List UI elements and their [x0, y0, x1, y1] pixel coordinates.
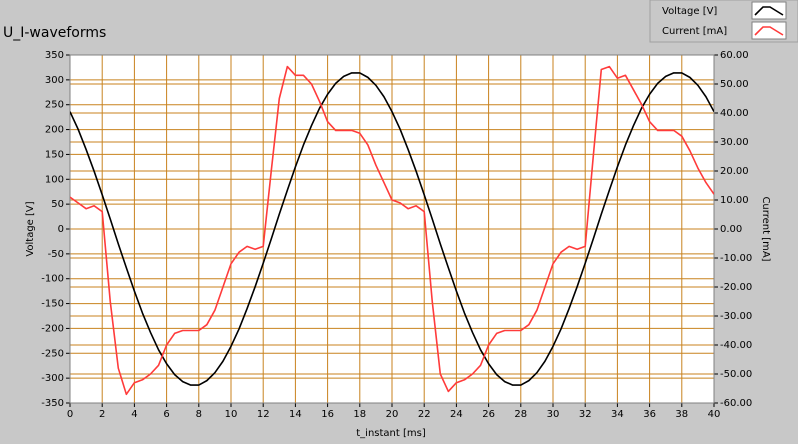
x-tick-label: 26 — [482, 409, 495, 420]
y-tick-label: 100 — [45, 174, 64, 185]
series-line — [70, 65, 714, 396]
y2-tick-label: -10.00 — [720, 253, 752, 264]
y-tick-label: 50 — [51, 199, 64, 210]
x-tick-label: 20 — [386, 409, 399, 420]
y2-tick-label: -30.00 — [720, 311, 752, 322]
legend-swatch — [754, 26, 784, 36]
y-tick-label: 150 — [45, 149, 64, 160]
legend-swatch-box — [751, 21, 787, 40]
y-tick-label: 200 — [45, 125, 64, 136]
y2-tick-label: 20.00 — [720, 166, 749, 177]
x-tick-label: 2 — [99, 409, 105, 420]
x-tick-label: 10 — [225, 409, 238, 420]
y2-axis-label: Current [mA] — [760, 196, 771, 261]
legend-label: Voltage [V] — [662, 6, 717, 17]
x-tick-label: 36 — [643, 409, 656, 420]
plot-frame — [69, 54, 715, 404]
y-tick-label: 0 — [58, 224, 64, 235]
series-line — [70, 72, 714, 386]
y-tick-label: -350 — [41, 398, 64, 409]
x-tick-label: 14 — [289, 409, 302, 420]
x-tick-label: 8 — [196, 409, 202, 420]
y2-tick-label: 30.00 — [720, 137, 749, 148]
y2-tick-label: -60.00 — [720, 398, 752, 409]
y2-tick-label: -50.00 — [720, 369, 752, 380]
chart-title: U_I-waveforms — [3, 25, 106, 41]
legend-swatch — [754, 6, 784, 16]
x-tick-label: 6 — [163, 409, 169, 420]
y-tick-label: -250 — [41, 348, 64, 359]
y-tick-label: -200 — [41, 323, 64, 334]
y2-tick-label: 60.00 — [720, 50, 749, 61]
legend: Voltage [V] Current [mA] — [649, 0, 798, 43]
y2-tick-label: 50.00 — [720, 79, 749, 90]
y-tick-label: -50 — [48, 249, 64, 260]
x-tick-label: 38 — [675, 409, 688, 420]
y2-tick-label: -40.00 — [720, 340, 752, 351]
y2-tick-label: 10.00 — [720, 195, 749, 206]
x-tick-label: 12 — [257, 409, 270, 420]
x-tick-label: 22 — [418, 409, 431, 420]
x-tick-label: 4 — [131, 409, 137, 420]
y-tick-label: 300 — [45, 75, 64, 86]
y-tick-label: 250 — [45, 100, 64, 111]
x-tick-label: 16 — [321, 409, 334, 420]
x-tick-label: 24 — [450, 409, 463, 420]
y-tick-label: -150 — [41, 299, 64, 310]
y-tick-label: -300 — [41, 373, 64, 384]
legend-label: Current [mA] — [662, 26, 727, 37]
y2-tick-label: -20.00 — [720, 282, 752, 293]
x-axis-label: t_instant [ms] — [356, 428, 426, 439]
x-tick-label: 40 — [708, 409, 721, 420]
x-tick-label: 32 — [579, 409, 592, 420]
y2-tick-label: 0.00 — [720, 224, 742, 235]
x-tick-label: 28 — [514, 409, 527, 420]
x-tick-label: 30 — [547, 409, 560, 420]
y2-tick-label: 40.00 — [720, 108, 749, 119]
x-tick-label: 0 — [67, 409, 73, 420]
legend-swatch-box — [751, 1, 787, 20]
y-tick-label: 350 — [45, 50, 64, 61]
x-tick-label: 34 — [611, 409, 624, 420]
y-tick-label: -100 — [41, 274, 64, 285]
y-axis-label: Voltage [V] — [25, 201, 36, 256]
x-tick-label: 18 — [353, 409, 366, 420]
